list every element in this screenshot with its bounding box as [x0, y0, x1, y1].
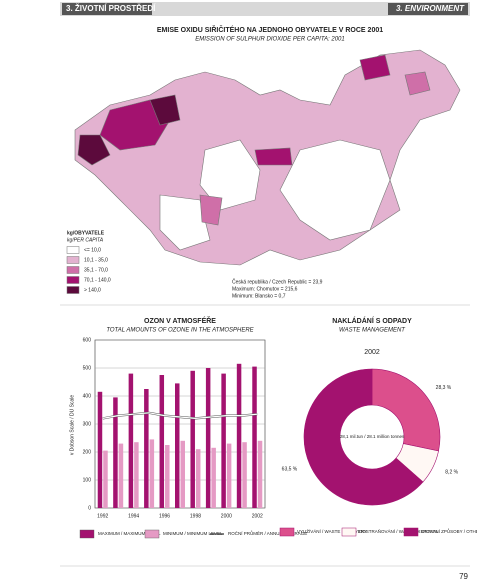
bar	[242, 442, 247, 508]
center-label: 28,1 mil.tun / 28.1 million tonnes	[340, 434, 405, 439]
map-region	[404, 71, 431, 96]
header-tab	[62, 3, 152, 15]
y-tick-label: 200	[83, 449, 92, 455]
bar	[103, 450, 108, 508]
bar	[113, 397, 118, 508]
chart-year: 2002	[364, 349, 380, 356]
legend-label: 35,1 - 70,0	[84, 267, 108, 273]
legend-swatch	[341, 527, 357, 537]
y-tick-label: 500	[83, 365, 92, 371]
y-axis-label: v Dobson Scale / DU Scale	[69, 395, 75, 456]
legend-label: MAXIMUM / MAXIMUM LEVEL	[98, 531, 161, 536]
bar	[252, 366, 257, 508]
map-region	[359, 54, 391, 81]
bar	[190, 370, 195, 508]
y-tick-label: 600	[83, 337, 92, 343]
value-label: 28,3 %	[436, 385, 452, 391]
chart-title: OZON V ATMOSFÉŘE	[144, 316, 216, 325]
map-subtitle: EMISSION OF SULPHUR DIOXIDE PER CAPITA: …	[195, 37, 344, 43]
average-line	[102, 412, 258, 420]
header-bar	[60, 2, 470, 16]
legend-label: MINIMUM / MINIMUM LEVEL	[163, 531, 223, 536]
bar	[205, 368, 211, 508]
map	[74, 49, 461, 266]
x-tick-label: 1996	[159, 513, 170, 519]
bar	[236, 363, 242, 508]
legend-label: <= 10,0	[84, 247, 101, 253]
legend-label: VYUŽÍVÁNÍ / WASTE RECOVERY	[297, 527, 367, 534]
bar	[149, 439, 155, 508]
map-region	[77, 134, 111, 166]
legend-label: ROČNÍ PRŮMĚR / ANNUAL AVERAGE	[228, 529, 307, 536]
map-region	[199, 194, 223, 226]
chart-subtitle: WASTE MANAGEMENT	[339, 328, 406, 334]
donut-chart: 28,3 % VYUŽÍVÁNÍ / WASTE RECOVERY 8,2 % ODS…	[279, 368, 477, 537]
x-tick-label: 2002	[252, 513, 263, 519]
bar	[97, 391, 103, 508]
legend-label: 10,1 - 35,0	[84, 257, 108, 263]
legend-label: 70,1 - 140,0	[84, 277, 111, 283]
donut-slice	[371, 368, 441, 452]
value-label: 63,5 %	[282, 466, 298, 472]
y-tick-label: 100	[83, 477, 92, 483]
map-title: EMISE OXIDU SIŘIČITÉHO NA JEDNOHO OBYVAT…	[157, 25, 383, 34]
legend-swatch	[144, 529, 160, 539]
legend-swatch	[66, 286, 80, 294]
legend-swatch	[403, 527, 419, 537]
y-tick-label: 300	[83, 421, 92, 427]
map-note: Minimum: Blansko = 0,7	[232, 293, 286, 299]
chart-title: NAKLÁDÁNÍ S ODPADY	[332, 316, 412, 325]
bar	[211, 447, 216, 508]
legend-swatch	[66, 246, 80, 254]
bar	[221, 373, 226, 508]
legend-swatch	[279, 527, 295, 537]
x-tick-label: 1992	[97, 513, 108, 519]
bar	[257, 440, 263, 508]
x-tick-label: 2000	[221, 513, 232, 519]
ozone-chart: 0 100 200 300 400 500 600 1992 1994 1996 1998 2000 2…	[79, 337, 307, 539]
legend-subtitle: kg/PER CAPITA	[67, 237, 104, 243]
bar	[175, 383, 180, 508]
bar	[180, 440, 185, 508]
bar	[159, 375, 165, 508]
page-number: 79	[459, 572, 468, 581]
map-notes: Česká republika / Czech Republic = 23,9M…	[232, 278, 323, 299]
map-region	[254, 147, 293, 166]
donut-slice	[303, 368, 424, 506]
map-region	[199, 139, 261, 211]
chart-subtitle: TOTAL AMOUNTS OF OZONE IN THE ATMOSPHERE	[106, 328, 254, 334]
legend-label: > 140,0	[84, 287, 101, 293]
legend-swatch	[79, 529, 95, 539]
header-right: 3. ENVIRONMENT	[396, 4, 465, 13]
map-region	[149, 94, 181, 126]
bar	[144, 389, 149, 508]
legend-label: ODSTRAŇOVÁNÍ / WASTE DISPOSAL	[359, 528, 439, 534]
bar	[226, 443, 232, 508]
legend-swatch	[66, 256, 80, 264]
map-legend: <= 10,0 10,1 - 35,0 35,1 - 70,0 70,1 - 140,…	[66, 246, 111, 294]
map-region	[159, 194, 211, 251]
x-tick-label: 1998	[190, 513, 201, 519]
y-tick-label: 0	[88, 505, 91, 511]
bar	[134, 442, 139, 508]
y-tick-label: 400	[83, 393, 92, 399]
header-left: 3. ŽIVOTNÍ PROSTŘEDÍ	[66, 4, 156, 13]
map-note: Maximum: Chomutov = 215,6	[232, 286, 298, 292]
value-label: 8,2 %	[445, 469, 458, 475]
map-note: Česká republika / Czech Republic = 23,9	[232, 278, 323, 285]
legend-swatch	[66, 266, 80, 274]
x-tick-label: 1994	[128, 513, 139, 519]
header-tab	[388, 3, 468, 15]
map-region	[279, 139, 391, 241]
bar	[195, 449, 201, 508]
legend-title: kg/OBYVATELE	[67, 230, 105, 236]
legend-swatch	[66, 276, 80, 284]
bar	[128, 373, 134, 508]
legend-label: OSTATNÍ ZPŮSOBY / OTHER WAYS	[421, 528, 477, 534]
bar	[118, 443, 124, 508]
bar	[165, 445, 170, 508]
